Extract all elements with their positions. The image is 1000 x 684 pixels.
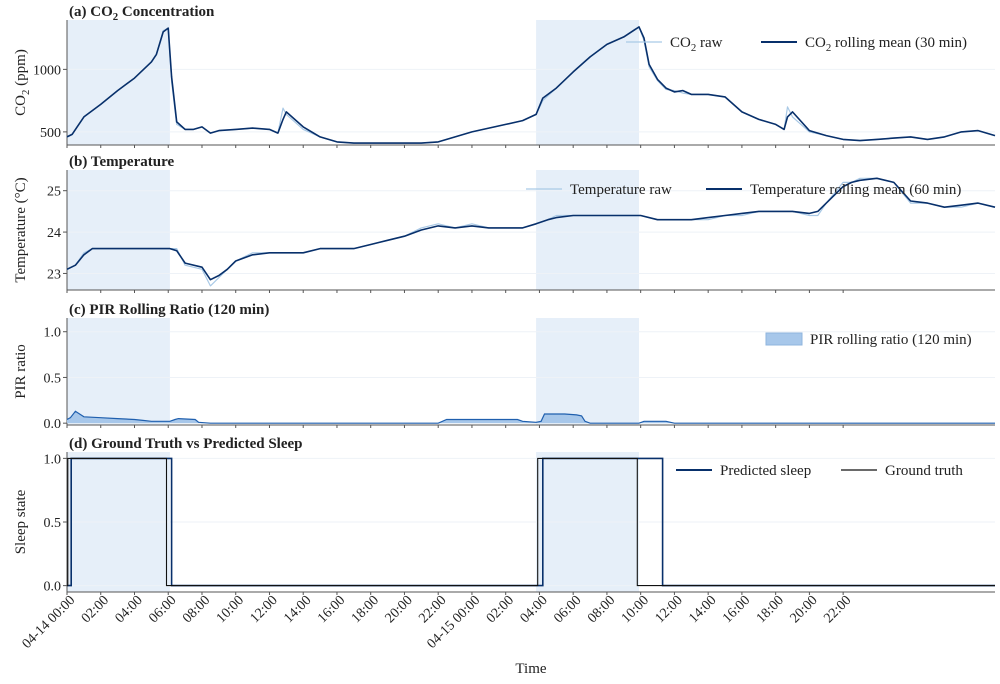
x-tick-label: 18:00	[754, 593, 787, 626]
x-tick-label: 04:00	[113, 593, 146, 626]
panel-title: (b) Temperature	[69, 154, 174, 170]
x-tick-label: 20:00	[383, 593, 416, 626]
legend-label: CO2 rolling mean (30 min)	[805, 35, 967, 54]
sleep-band-1	[67, 20, 170, 145]
x-tick-label: 06:00	[146, 593, 179, 626]
rolling-mean-line	[66, 177, 996, 281]
y-axis-label: CO2 (ppm)	[13, 49, 32, 116]
x-tick-label: 10:00	[619, 593, 652, 626]
panel-title: (a) CO2 Concentration	[69, 4, 215, 23]
y-tick-label: 1.0	[44, 452, 62, 467]
y-tick-label: 23	[47, 267, 61, 282]
sleep-band-2	[536, 318, 639, 425]
legend: Temperature raw Temperature rolling mean …	[526, 182, 961, 198]
x-tick-label: 06:00	[551, 593, 584, 626]
x-tick-label: 08:00	[180, 593, 213, 626]
panel-title: (c) PIR Rolling Ratio (120 min)	[69, 302, 269, 318]
x-tick-label: 16:00	[720, 593, 753, 626]
y-tick-label: 0.0	[44, 580, 62, 595]
x-tick-label: 16:00	[315, 593, 348, 626]
legend: CO2 raw CO2 rolling mean (30 min)	[626, 35, 967, 54]
legend-label: PIR rolling ratio (120 min)	[810, 332, 972, 348]
y-tick-label: 500	[40, 126, 61, 141]
legend-label: Temperature rolling mean (60 min)	[750, 182, 961, 198]
panel-title: (d) Ground Truth vs Predicted Sleep	[69, 436, 303, 452]
y-tick-label: 1000	[33, 63, 61, 78]
legend: PIR rolling ratio (120 min)	[765, 332, 972, 348]
y-tick-label: 24	[47, 226, 61, 241]
panel-1: 500 1000 (a) CO2 Concentration CO2 (ppm) CO2…	[13, 4, 996, 148]
y-tick-label: 25	[47, 185, 61, 200]
x-tick-label: 14:00	[281, 593, 314, 626]
x-tick-label: 12:00	[248, 593, 281, 626]
x-tick-label: 14:00	[686, 593, 719, 626]
legend-label: Predicted sleep	[720, 463, 811, 479]
sleep-band-1	[67, 318, 170, 425]
x-tick-label: 04-14 00:00	[20, 593, 79, 652]
legend-swatch	[765, 332, 803, 346]
y-axis-label: Temperature (°C)	[13, 177, 29, 282]
x-tick-label: 22:00	[821, 593, 854, 626]
x-axis: 04-14 00:00 02:00 04:00 06:00 08:00 10:00 12:0…	[20, 593, 855, 652]
chart-panels: 500 1000 (a) CO2 Concentration CO2 (ppm) CO2…	[13, 4, 996, 595]
x-tick-label: 08:00	[585, 593, 618, 626]
legend-label: CO2 raw	[670, 35, 723, 54]
legend: Predicted sleep Ground truth	[676, 463, 963, 479]
legend-label: Ground truth	[885, 463, 963, 479]
x-tick-label: 04:00	[518, 593, 551, 626]
x-tick-label: 20:00	[788, 593, 821, 626]
y-axis-label: PIR ratio	[13, 344, 29, 399]
y-axis-label: Sleep state	[13, 489, 29, 554]
panel-4: 0.0 0.5 1.0 (d) Ground Truth vs Predicted S…	[13, 436, 995, 595]
x-axis-label: Time	[515, 661, 546, 677]
legend-label: Temperature raw	[570, 182, 672, 198]
sleep-band-2	[536, 20, 639, 145]
ground-truth-line	[67, 457, 995, 587]
x-tick-label: 10:00	[214, 593, 247, 626]
pir-area	[67, 411, 995, 424]
x-tick-label: 02:00	[79, 593, 112, 626]
x-tick-label: 18:00	[349, 593, 382, 626]
panel-2: 23 24 25 (b) Temperature Temperature (°C) Tem…	[13, 154, 996, 293]
y-tick-label: 0.0	[44, 417, 62, 432]
panel-3: 0.0 0.5 1.0 (c) PIR Rolling Ratio (120 min)…	[13, 302, 995, 432]
y-tick-label: 0.5	[44, 371, 62, 386]
y-tick-label: 0.5	[44, 516, 62, 531]
x-tick-label: 02:00	[484, 593, 517, 626]
y-tick-label: 1.0	[44, 326, 62, 341]
pir-line	[66, 410, 995, 424]
sleep-band-2	[536, 170, 639, 290]
x-tick-label: 12:00	[653, 593, 686, 626]
rolling-mean-line	[66, 26, 996, 144]
sleep-band-1	[67, 170, 170, 290]
